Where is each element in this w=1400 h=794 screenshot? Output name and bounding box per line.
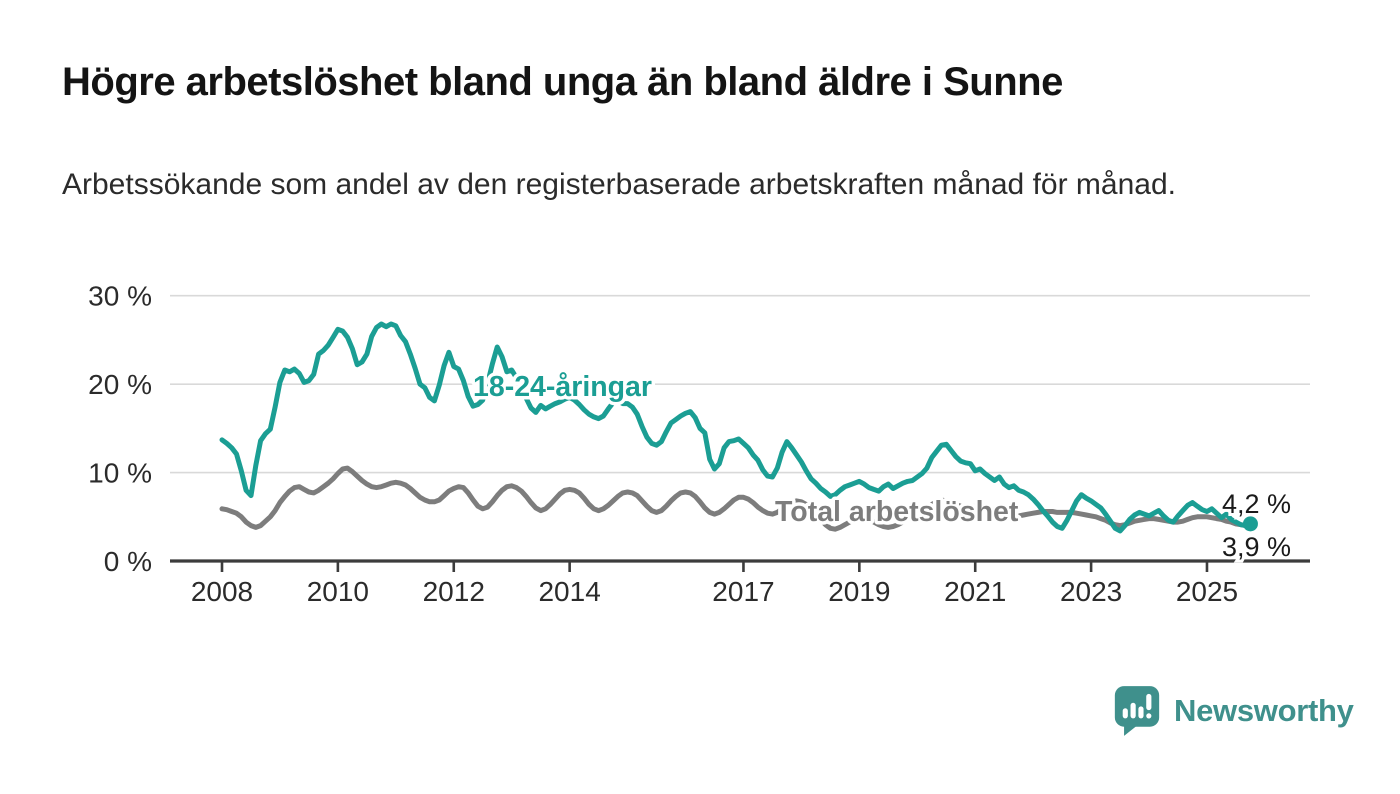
x-axis-tick-label: 2012 [423, 576, 485, 607]
y-axis-tick-label: 20 % [88, 369, 152, 400]
chart-subtitle: Arbetssökande som andel av den registerb… [62, 168, 1176, 201]
end-value-label-youth: 4,2 % [1222, 489, 1291, 519]
branding-wordmark: Newsworthy [1174, 693, 1354, 728]
x-axis-tick-label: 2010 [307, 576, 369, 607]
end-value-label-total: 3,9 % [1222, 532, 1291, 562]
x-axis-tick-label: 2014 [538, 576, 600, 607]
y-axis-tick-label: 30 % [88, 281, 152, 312]
page-title: Högre arbetslöshet bland unga än bland ä… [62, 60, 1063, 104]
y-axis-tick-label: 0 % [104, 546, 152, 577]
x-axis-tick-label: 2017 [712, 576, 774, 607]
y-axis-tick-label: 10 % [88, 458, 152, 489]
series-endpoint-dot [1242, 516, 1258, 532]
series-label-youth: 18-24-åringar [473, 371, 652, 403]
newsworthy-chart-bubble-icon [1114, 686, 1160, 736]
x-axis-tick-label: 2025 [1176, 576, 1238, 607]
speech-bubble-shape [1114, 686, 1160, 736]
x-axis-tick-label: 2008 [191, 576, 253, 607]
series-label-total: Total arbetslöshet [775, 496, 1019, 528]
x-axis-tick-label: 2019 [828, 576, 890, 607]
x-axis-tick-label: 2021 [944, 576, 1006, 607]
mini-bar-chart-glyph [1122, 693, 1152, 719]
series-line-youth [219, 321, 1253, 534]
branding: Newsworthy [1113, 684, 1354, 738]
series-line-total [219, 465, 1253, 532]
x-axis-tick-label: 2023 [1060, 576, 1122, 607]
